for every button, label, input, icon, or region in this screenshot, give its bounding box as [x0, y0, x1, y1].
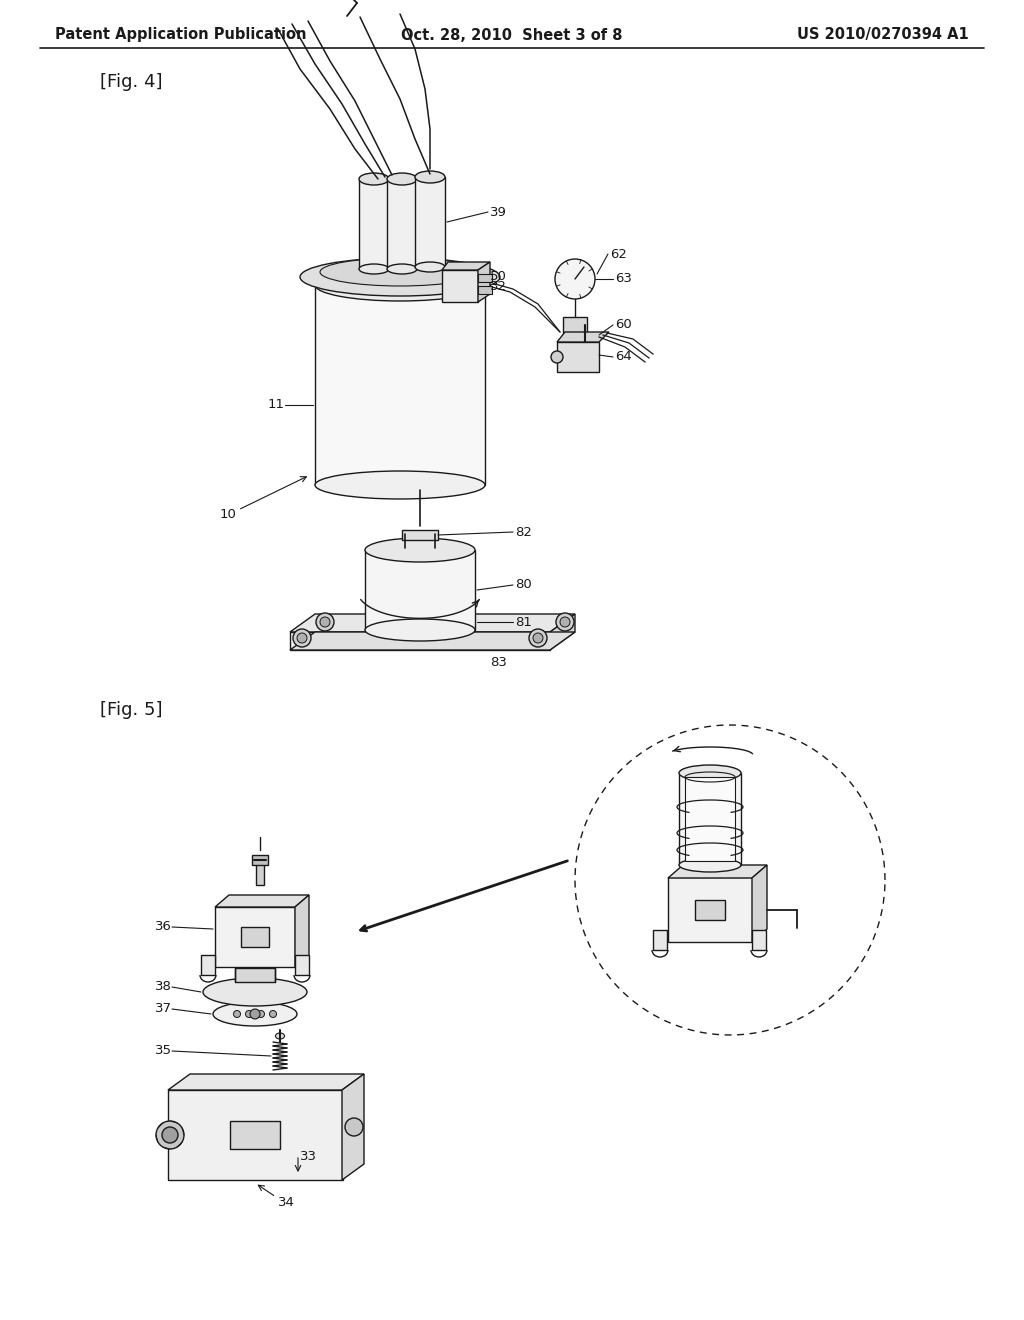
Bar	[653, 931, 667, 950]
Circle shape	[246, 1011, 253, 1018]
Polygon shape	[342, 1074, 364, 1180]
Polygon shape	[215, 895, 309, 907]
Text: 82: 82	[515, 525, 531, 539]
Text: 81: 81	[515, 615, 531, 628]
Text: 39: 39	[490, 206, 507, 219]
Circle shape	[319, 616, 330, 627]
Bar	[478, 275, 492, 282]
Bar	[563, 317, 587, 333]
Text: 33: 33	[300, 1151, 317, 1163]
Text: Oct. 28, 2010  Sheet 3 of 8: Oct. 28, 2010 Sheet 3 of 8	[401, 28, 623, 42]
Bar	[685, 777, 735, 861]
Ellipse shape	[359, 173, 389, 185]
Bar	[252, 855, 268, 865]
Ellipse shape	[679, 858, 741, 873]
Bar	[201, 954, 215, 975]
Text: 35: 35	[155, 1044, 172, 1057]
Circle shape	[345, 1118, 362, 1137]
Polygon shape	[168, 1074, 364, 1090]
Circle shape	[257, 1011, 264, 1018]
Ellipse shape	[203, 978, 307, 1006]
Text: [Fig. 5]: [Fig. 5]	[100, 701, 163, 719]
Polygon shape	[234, 968, 275, 982]
Circle shape	[250, 1008, 260, 1019]
Circle shape	[534, 634, 543, 643]
Text: 80: 80	[515, 578, 531, 591]
Ellipse shape	[319, 257, 480, 286]
Bar	[752, 931, 766, 950]
Bar	[557, 342, 599, 372]
Text: 10: 10	[220, 508, 237, 521]
Ellipse shape	[315, 269, 485, 301]
Text: US 2010/0270394 A1: US 2010/0270394 A1	[798, 28, 969, 42]
Polygon shape	[550, 614, 575, 649]
Polygon shape	[442, 261, 490, 271]
Bar	[695, 900, 725, 920]
Bar	[679, 774, 741, 865]
Polygon shape	[295, 895, 309, 968]
Circle shape	[529, 630, 547, 647]
Polygon shape	[557, 333, 609, 342]
Bar	[442, 271, 478, 302]
Bar	[402, 531, 438, 540]
Bar	[415, 177, 445, 267]
Text: 62: 62	[610, 248, 627, 260]
Bar	[359, 180, 389, 269]
Bar	[215, 907, 295, 968]
Polygon shape	[290, 632, 575, 649]
Text: Patent Application Publication: Patent Application Publication	[55, 28, 306, 42]
Circle shape	[297, 634, 307, 643]
Ellipse shape	[213, 1002, 297, 1026]
Bar	[295, 954, 309, 975]
Circle shape	[293, 630, 311, 647]
Bar	[478, 286, 492, 294]
Circle shape	[551, 351, 563, 363]
Text: 37: 37	[155, 1002, 172, 1015]
Bar	[290, 632, 550, 649]
Ellipse shape	[365, 619, 475, 642]
Circle shape	[233, 1011, 241, 1018]
Ellipse shape	[300, 257, 500, 296]
Polygon shape	[752, 865, 767, 942]
Circle shape	[162, 1127, 178, 1143]
Ellipse shape	[415, 261, 445, 272]
Text: 60: 60	[615, 318, 632, 331]
Ellipse shape	[315, 471, 485, 499]
Text: 50: 50	[490, 271, 507, 284]
Ellipse shape	[679, 766, 741, 781]
Text: 34: 34	[278, 1196, 295, 1209]
Bar	[168, 1090, 343, 1180]
Bar	[387, 180, 417, 269]
Text: 38: 38	[155, 981, 172, 994]
Text: 36: 36	[155, 920, 172, 933]
Bar	[256, 861, 264, 884]
Bar	[241, 927, 269, 946]
Circle shape	[555, 259, 595, 300]
Circle shape	[316, 612, 334, 631]
Bar	[230, 1121, 280, 1148]
Text: 11: 11	[268, 399, 285, 412]
Circle shape	[560, 616, 570, 627]
Circle shape	[156, 1121, 184, 1148]
Polygon shape	[290, 614, 575, 632]
Ellipse shape	[365, 539, 475, 562]
Ellipse shape	[359, 264, 389, 275]
Bar	[365, 550, 475, 630]
Circle shape	[269, 1011, 276, 1018]
Polygon shape	[668, 865, 767, 878]
Ellipse shape	[275, 1034, 285, 1039]
Bar	[668, 876, 753, 942]
Text: 83: 83	[490, 656, 507, 668]
Text: 32: 32	[490, 281, 507, 293]
Bar	[315, 285, 485, 484]
Polygon shape	[478, 261, 490, 302]
Text: [Fig. 4]: [Fig. 4]	[100, 73, 163, 91]
Ellipse shape	[387, 173, 417, 185]
Ellipse shape	[415, 172, 445, 183]
Text: 63: 63	[615, 272, 632, 285]
Circle shape	[556, 612, 574, 631]
Ellipse shape	[387, 264, 417, 275]
Text: 64: 64	[615, 351, 632, 363]
